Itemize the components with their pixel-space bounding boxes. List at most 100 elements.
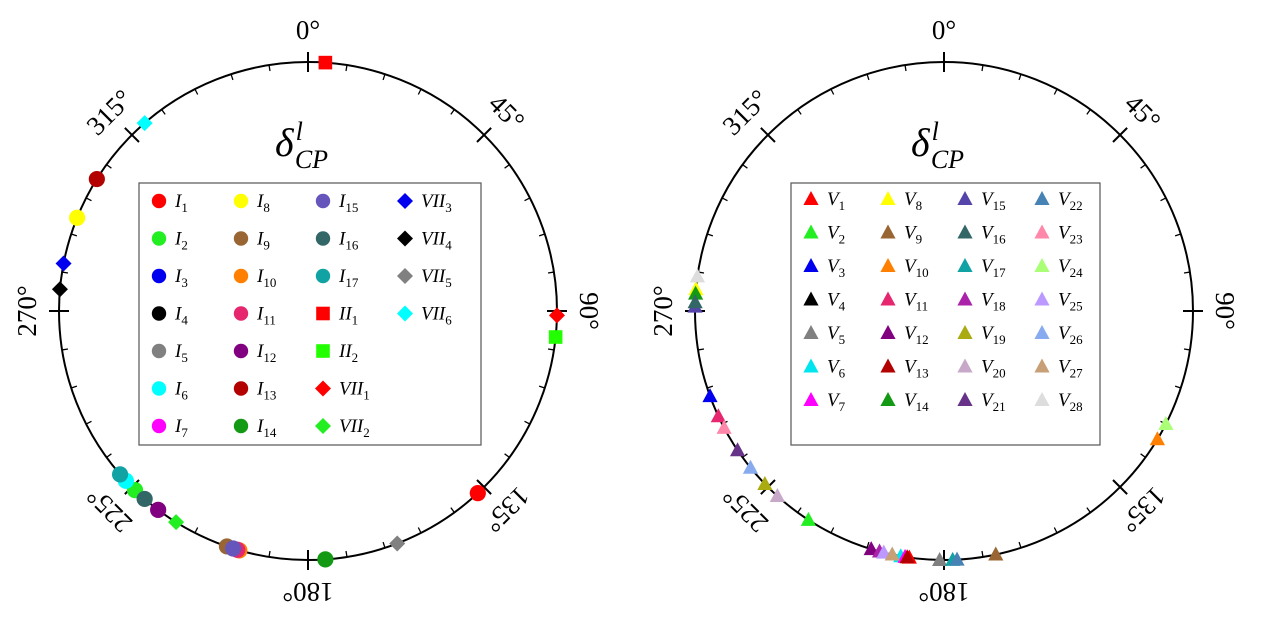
legend-entry: I6 [151,379,188,403]
legend-entry: V21 [957,390,1006,414]
legend-marker [397,268,413,284]
legend-marker [957,258,973,272]
data-point [88,170,105,188]
data-point [689,268,706,283]
minor-tick [1174,385,1182,389]
legend-marker [1034,258,1050,272]
data-point [225,540,242,557]
legend-marker [957,392,973,406]
legend-marker [315,380,331,397]
minor-tick [230,73,234,81]
legend-marker [957,224,973,239]
data-point [1149,431,1166,446]
legend-entry: I7 [151,416,188,440]
legend-box [138,182,482,446]
legend-entry: I2 [151,229,188,253]
legend-entry: V16 [957,223,1006,247]
legend-label: V13 [904,357,929,381]
minor-tick [268,64,271,72]
legend-marker [957,358,973,373]
legend-marker [957,291,973,306]
minor-tick [524,197,531,202]
data-point [389,535,406,552]
legend-label: I9 [256,229,270,253]
data-point [932,551,948,566]
legend-entry: V3 [803,256,845,280]
data-point [469,485,486,502]
legend-entry: I5 [151,341,188,365]
minor-tick [70,385,78,389]
minor-tick [538,385,546,389]
legend-entry: V11 [880,290,928,314]
legend-entry: V22 [1034,189,1083,213]
legend-marker [1034,325,1050,339]
legend-entry: VII2 [315,416,370,440]
legend-marker [233,231,249,246]
legend-marker [880,392,896,406]
legend-label: VII4 [421,229,452,253]
legend-marker [397,305,413,322]
data-point [729,442,746,457]
legend-marker [151,381,167,396]
data-point [318,55,333,70]
legend-marker [315,193,331,209]
legend-entry: I15 [315,191,358,215]
legend-entry: I10 [233,266,276,290]
legend-entry: V18 [957,290,1006,314]
data-point [548,330,563,344]
legend-marker [803,224,819,239]
angle-tick-label: 180° [918,577,969,607]
legend-marker [315,268,331,284]
minor-tick [706,233,714,237]
angle-tick-label: 0° [932,15,956,45]
minor-tick [981,550,984,558]
legend-marker [233,343,249,359]
legend-label: I3 [174,266,188,290]
legend-label: V9 [904,223,922,247]
angle-tick-label: 180° [282,577,333,607]
minor-tick [1018,541,1022,549]
legend-entry: V19 [957,323,1006,347]
legend-entry: II1 [316,304,358,328]
legend-entry: V5 [803,323,845,347]
legend-label: I2 [174,229,188,253]
minor-tick [345,64,348,72]
legend-marker [957,325,973,339]
legend-marker [1034,291,1050,306]
angle-tick-label: 270° [12,285,42,336]
legend-label: V6 [827,357,846,381]
minor-tick [1160,197,1167,202]
legend-label: V27 [1058,357,1083,381]
legend-marker [880,291,896,306]
legend-entry: I17 [315,266,359,290]
minor-tick [1086,109,1091,115]
data-point [988,546,1004,561]
data-point [136,490,153,508]
legend-marker [233,193,249,209]
legend-label: I8 [256,191,270,215]
legend-marker [316,344,330,358]
legend-marker [151,343,167,359]
legend-entry: V28 [1034,390,1083,414]
minor-tick [1086,507,1091,513]
legend-label: I4 [174,304,188,328]
minor-tick [547,271,555,274]
legend-label: I1 [174,191,188,215]
data-point [168,514,185,531]
minor-tick [382,541,386,549]
legend-marker [1034,392,1050,406]
minor-tick [1183,348,1191,351]
legend-marker [803,191,819,205]
major-tick [1112,479,1128,495]
legend-label: V24 [1058,256,1083,280]
legend-entry: V13 [880,357,929,381]
legend-label: V14 [904,390,929,414]
minor-tick [194,88,199,95]
legend-label: V1 [827,189,845,213]
chart-title: δl CP [911,117,964,174]
legend-entry: V8 [880,189,922,213]
legend-marker [233,418,249,434]
legend-marker [151,268,167,284]
legend-label: I5 [174,341,188,365]
legend-marker [233,381,249,396]
